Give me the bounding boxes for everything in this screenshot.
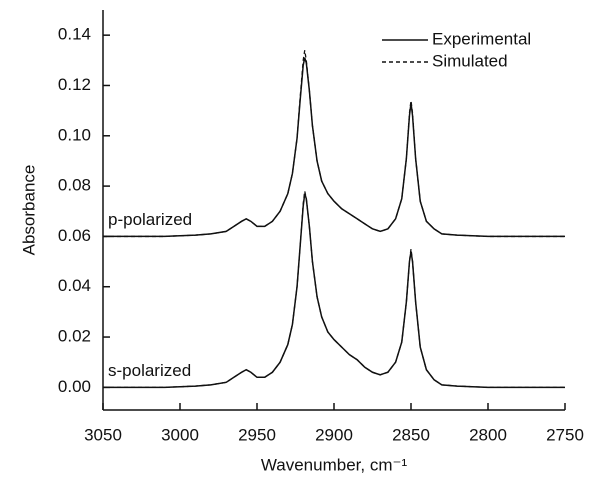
x-tick-label: 3000 <box>161 425 199 444</box>
y-tick-label: 0.10 <box>58 125 91 144</box>
y-axis-label: Absorbance <box>19 165 38 256</box>
x-tick-label: 2900 <box>315 425 353 444</box>
y-tick-label: 0.14 <box>58 25 91 44</box>
x-tick-label: 2800 <box>469 425 507 444</box>
y-tick-label: 0.00 <box>58 377 91 396</box>
x-axis-label: Wavenumber, cm⁻¹ <box>261 455 408 474</box>
x-tick-label: 2950 <box>238 425 276 444</box>
x-tick-label: 2750 <box>546 425 584 444</box>
data-line <box>103 191 565 389</box>
trace-label: p-polarized <box>108 210 192 229</box>
data-line <box>103 50 565 238</box>
y-tick-label: 0.12 <box>58 75 91 94</box>
legend-label: Simulated <box>432 51 508 70</box>
legend-label: Experimental <box>432 29 531 48</box>
y-tick-label: 0.02 <box>58 327 91 346</box>
trace-label: s-polarized <box>108 361 191 380</box>
y-tick-label: 0.06 <box>58 226 91 245</box>
y-tick-label: 0.08 <box>58 176 91 195</box>
y-tick-label: 0.04 <box>58 276 91 295</box>
x-tick-label: 3050 <box>84 425 122 444</box>
x-tick-label: 2850 <box>392 425 430 444</box>
